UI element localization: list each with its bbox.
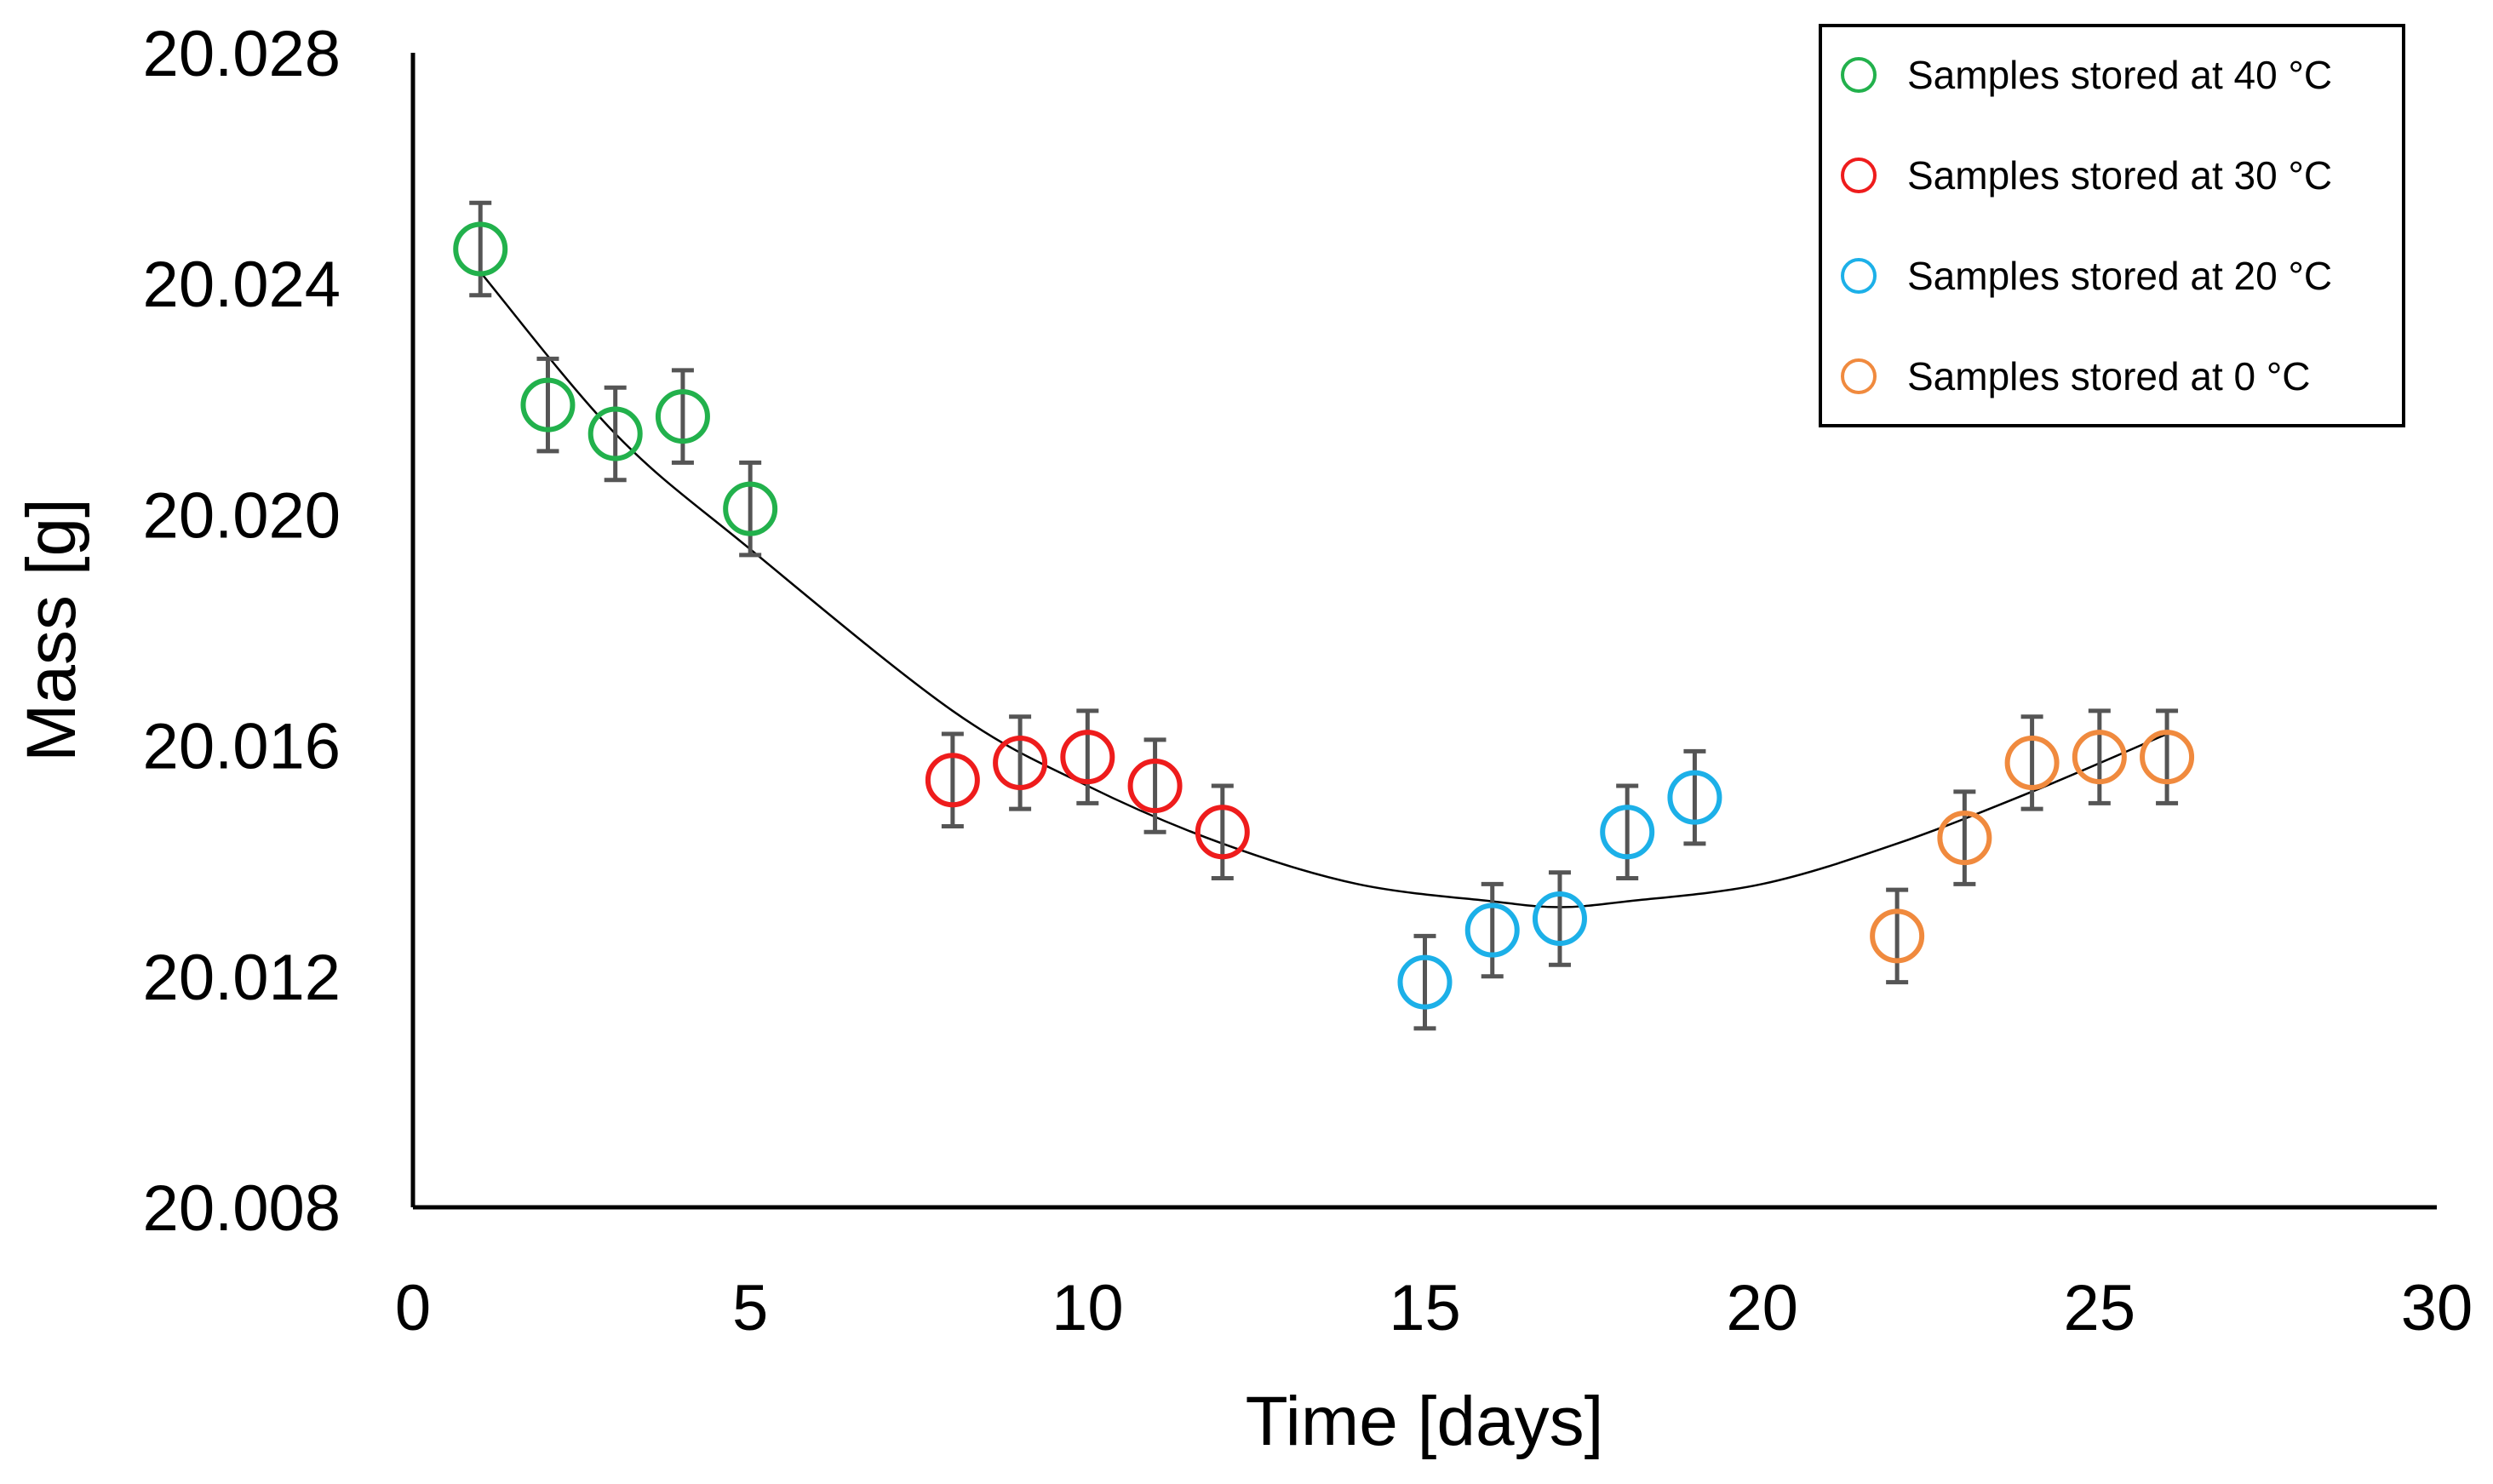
x-tick-label: 30 (2401, 1272, 2473, 1344)
y-tick-label: 20.016 (143, 711, 341, 783)
data-point (587, 406, 643, 461)
error-bar (1413, 933, 1436, 1031)
data-point (520, 377, 576, 433)
x-axis-title: Time [days] (1246, 1383, 1604, 1460)
data-point (1195, 805, 1250, 860)
legend-label: Samples stored at 0 °C (1907, 354, 2311, 398)
data-point (1397, 954, 1453, 1010)
error-bar (1211, 783, 1234, 881)
data-point (1937, 811, 1992, 866)
x-tick-labels: 0 5 10 15 20 25 30 (395, 1272, 2473, 1344)
data-point (1600, 805, 1655, 860)
data-point (1532, 891, 1587, 946)
error-bar (1953, 789, 1976, 886)
legend-box (1819, 24, 2405, 427)
data-point (1667, 770, 1722, 825)
data-point (1464, 902, 1520, 958)
error-bar (941, 731, 964, 829)
data-point (1127, 759, 1183, 814)
data-point (453, 221, 508, 277)
data-point (655, 389, 710, 444)
legend-item: Samples stored at 0 °C (1841, 354, 2311, 398)
x-tick-label: 10 (1052, 1272, 1124, 1344)
y-tick-labels: 20.008 20.012 20.016 20.020 20.024 20.028 (143, 18, 341, 1245)
series-1 (453, 200, 778, 558)
data-point (1060, 730, 1115, 785)
data-point (2004, 735, 2060, 790)
error-bar (604, 385, 627, 483)
legend-item: Samples stored at 30 °C (1841, 153, 2332, 198)
error-bar (1548, 870, 1571, 967)
legend-label: Samples stored at 40 °C (1907, 53, 2332, 97)
data-points (453, 200, 2195, 1031)
y-tick-label: 20.012 (143, 942, 341, 1014)
legend-marker (1841, 358, 1877, 394)
trendline (479, 271, 2168, 908)
x-tick-label: 15 (1389, 1272, 1461, 1344)
error-bar (1886, 887, 1909, 985)
error-bar (536, 356, 559, 454)
error-bar (1076, 708, 1099, 805)
error-bar (2088, 708, 2111, 805)
error-bar (1616, 783, 1639, 881)
error-bar (2020, 714, 2043, 811)
legend-marker (1841, 158, 1877, 193)
error-bar (671, 368, 694, 465)
legend-label: Samples stored at 20 °C (1907, 254, 2332, 298)
legend-label: Samples stored at 30 °C (1907, 153, 2332, 198)
legend-marker (1841, 57, 1877, 93)
legend: Samples stored at 40 °C Samples stored at… (1819, 24, 2405, 427)
legend-item: Samples stored at 40 °C (1841, 53, 2332, 97)
error-bar (469, 200, 492, 298)
legend-items: Samples stored at 40 °C Samples stored at… (1841, 53, 2332, 398)
x-tick-label: 0 (395, 1272, 431, 1344)
error-bar (2156, 708, 2179, 805)
error-bar (1143, 737, 1166, 834)
error-bar (1009, 714, 1032, 811)
series-4 (1870, 708, 2195, 985)
data-point (925, 753, 980, 808)
error-bar (1481, 881, 1504, 979)
legend-marker (1841, 258, 1877, 294)
data-point (1870, 908, 1925, 964)
data-point (2072, 730, 2127, 785)
y-axis-title: Mass [g] (13, 498, 90, 762)
x-tick-label: 20 (1726, 1272, 1798, 1344)
x-tick-label: 25 (2064, 1272, 2136, 1344)
y-tick-label: 20.008 (143, 1172, 341, 1245)
x-tick-label: 5 (732, 1272, 768, 1344)
series-2 (925, 708, 1250, 881)
data-point (723, 481, 778, 536)
y-tick-label: 20.020 (143, 479, 341, 552)
error-bar (739, 460, 762, 558)
y-tick-label: 20.024 (143, 249, 341, 321)
legend-item: Samples stored at 20 °C (1841, 254, 2332, 298)
error-bar (1683, 748, 1706, 846)
data-point (2140, 730, 2195, 785)
series-3 (1397, 748, 1722, 1031)
y-tick-label: 20.028 (143, 18, 341, 90)
data-point (993, 735, 1048, 790)
